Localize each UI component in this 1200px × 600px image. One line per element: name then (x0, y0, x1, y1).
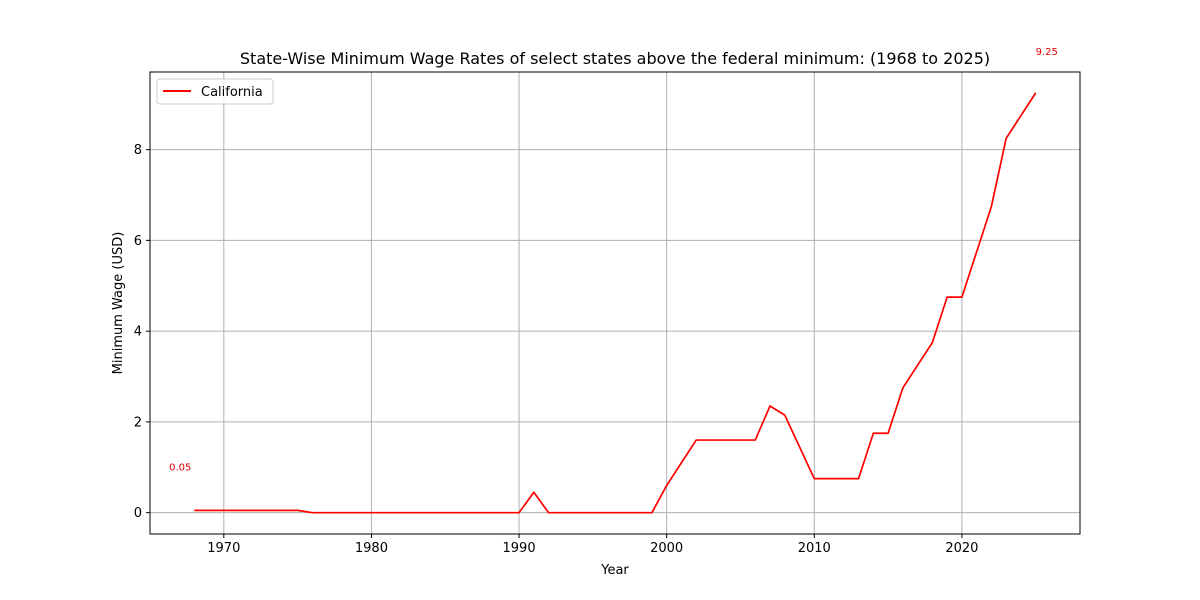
x-tick-label: 1980 (355, 541, 388, 556)
x-tick-label: 1990 (503, 541, 536, 556)
y-axis: 0 2 4 6 8 (134, 143, 150, 521)
x-axis-label: Year (600, 563, 629, 578)
data-label: 9.25 (1036, 47, 1058, 58)
data-label: 0.05 (169, 462, 191, 473)
grid-lines (150, 72, 1080, 534)
y-tick-label: 0 (134, 506, 142, 521)
legend-label-california: California (201, 85, 263, 100)
y-tick-label: 4 (134, 325, 142, 340)
x-axis: 1970 1980 1990 2000 2010 2020 (207, 534, 978, 556)
x-tick-label: 2000 (650, 541, 683, 556)
x-tick-label: 2010 (798, 541, 831, 556)
series-group (194, 92, 1037, 514)
y-tick-label: 2 (134, 415, 142, 430)
x-tick-label: 2020 (945, 541, 978, 556)
chart-title: State-Wise Minimum Wage Rates of select … (240, 49, 990, 68)
y-axis-label: Minimum Wage (USD) (111, 232, 126, 375)
legend-box (156, 78, 274, 105)
y-tick-label: 8 (134, 143, 142, 158)
series-line-california (194, 92, 1037, 514)
plot-frame (149, 71, 1081, 535)
legend: California (156, 78, 274, 105)
y-tick-label: 6 (134, 234, 142, 249)
x-tick-label: 1970 (207, 541, 240, 556)
annotations: 0.05 9.25 (169, 47, 1058, 474)
